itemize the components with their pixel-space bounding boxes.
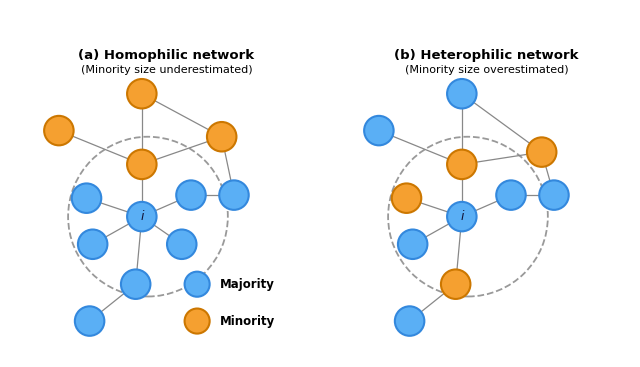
Circle shape xyxy=(527,137,556,167)
Text: i: i xyxy=(460,210,463,223)
Circle shape xyxy=(167,229,196,259)
Text: (Minority size overestimated): (Minority size overestimated) xyxy=(404,65,568,75)
Text: Minority: Minority xyxy=(220,315,275,328)
Circle shape xyxy=(447,79,477,109)
Circle shape xyxy=(184,272,210,297)
Circle shape xyxy=(220,180,249,210)
Circle shape xyxy=(540,180,569,210)
Circle shape xyxy=(447,150,477,179)
Text: (a) Homophilic network: (a) Homophilic network xyxy=(78,49,255,62)
Circle shape xyxy=(395,306,424,336)
Circle shape xyxy=(75,306,104,336)
Text: Majority: Majority xyxy=(220,278,275,291)
Circle shape xyxy=(127,79,157,109)
Circle shape xyxy=(447,202,477,231)
Circle shape xyxy=(127,202,157,231)
Circle shape xyxy=(184,309,210,334)
Circle shape xyxy=(392,184,421,213)
Circle shape xyxy=(441,269,470,299)
Text: i: i xyxy=(140,210,143,223)
Circle shape xyxy=(72,184,101,213)
Circle shape xyxy=(207,122,236,152)
Circle shape xyxy=(176,180,205,210)
Circle shape xyxy=(78,229,108,259)
Circle shape xyxy=(44,116,74,145)
Circle shape xyxy=(398,229,428,259)
Circle shape xyxy=(364,116,394,145)
Circle shape xyxy=(127,150,157,179)
Text: (b) Heterophilic network: (b) Heterophilic network xyxy=(394,49,579,62)
Circle shape xyxy=(496,180,525,210)
Text: (Minority size underestimated): (Minority size underestimated) xyxy=(81,65,252,75)
Circle shape xyxy=(121,269,150,299)
